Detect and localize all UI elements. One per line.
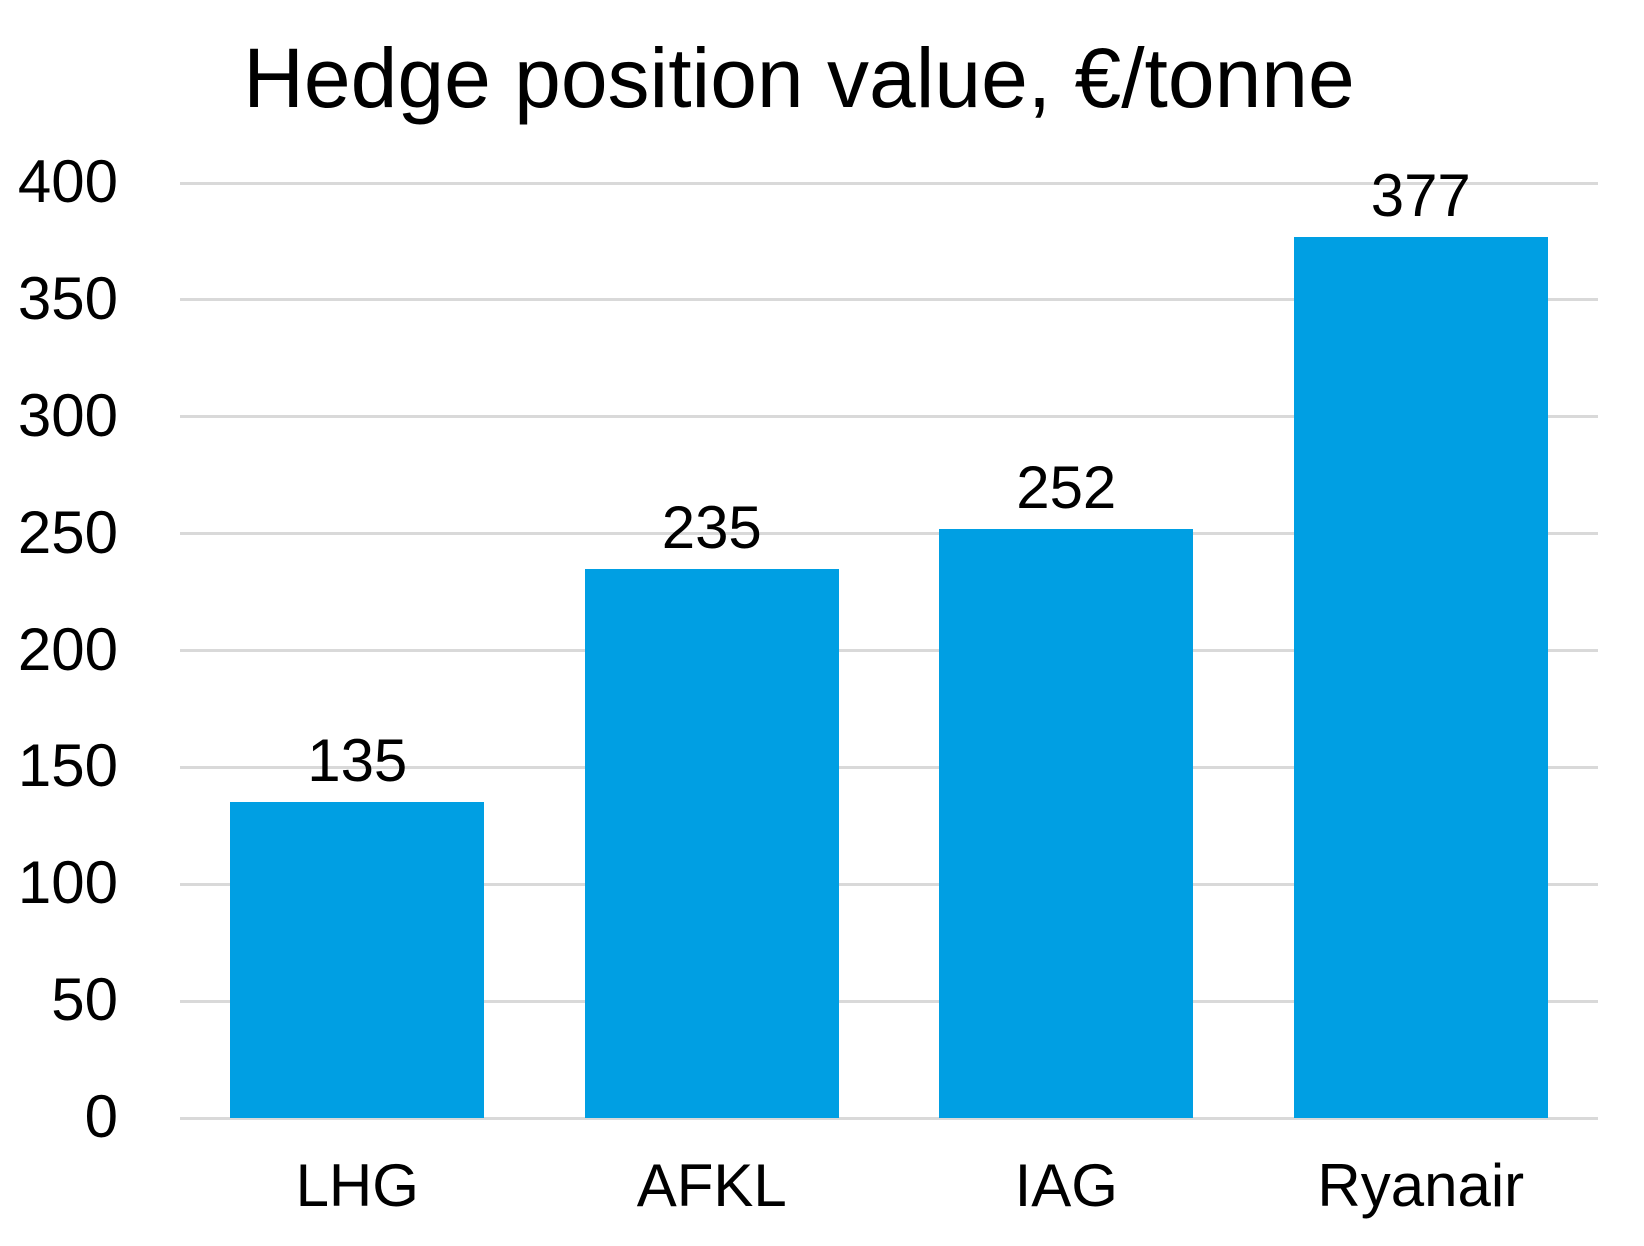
chart-title: Hedge position value, €/tonne xyxy=(243,31,1355,125)
gridline xyxy=(180,298,1598,302)
x-tick-label: Ryanair xyxy=(1317,1152,1525,1219)
bar-value-label: 252 xyxy=(1016,453,1117,521)
bar-AFKL xyxy=(584,568,839,1118)
gridline xyxy=(180,532,1598,536)
y-tick-label: 100 xyxy=(17,849,118,917)
bar-IAG xyxy=(939,528,1194,1118)
y-tick-label: 400 xyxy=(17,147,118,215)
x-tick-label: AFKL xyxy=(636,1152,787,1219)
gridline xyxy=(180,649,1598,652)
bar-value-label: 235 xyxy=(661,493,762,561)
y-tick-label: 150 xyxy=(17,732,118,800)
gridline xyxy=(180,765,1598,769)
y-tick-label: 50 xyxy=(51,965,118,1033)
gridline xyxy=(180,1116,1598,1120)
bar-value-label: 135 xyxy=(307,727,408,795)
y-tick-label: 350 xyxy=(17,264,118,332)
bar-value-label: 377 xyxy=(1370,161,1471,229)
y-tick-label: 200 xyxy=(17,615,118,683)
gridline xyxy=(180,415,1598,419)
gridline xyxy=(180,181,1598,185)
gridline xyxy=(180,999,1598,1003)
y-tick-label: 0 xyxy=(84,1082,118,1150)
gridline xyxy=(180,882,1598,886)
x-tick-label: IAG xyxy=(1014,1152,1118,1219)
bar-Ryanair xyxy=(1293,236,1548,1118)
y-tick-label: 250 xyxy=(17,498,118,566)
bar-LHG xyxy=(230,802,485,1118)
y-tick-label: 300 xyxy=(17,381,118,449)
x-tick-label: LHG xyxy=(295,1152,419,1219)
